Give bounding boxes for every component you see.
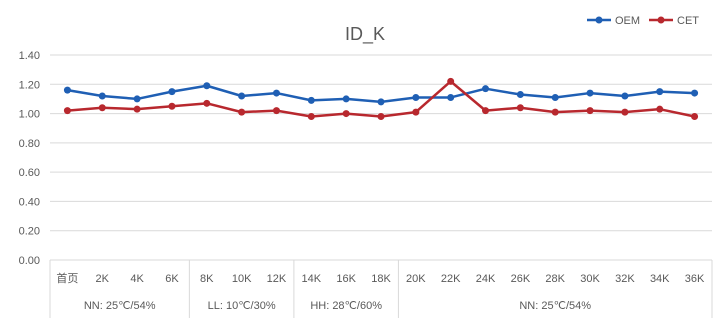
y-tick-label: 1.20 (19, 79, 40, 91)
series-cet (63, 77, 699, 120)
data-point (447, 77, 455, 85)
data-point (586, 89, 594, 97)
group-label: HH: 28℃/60% (310, 300, 382, 312)
data-point (551, 93, 559, 101)
data-point (203, 99, 211, 107)
x-tick-label: 16K (336, 273, 356, 285)
legend-label: OEM (615, 15, 640, 27)
x-tick-label: 6K (165, 273, 179, 285)
data-point (168, 102, 176, 110)
x-tick-label: 20K (406, 273, 426, 285)
data-point (516, 91, 524, 99)
data-point (656, 105, 664, 113)
data-point (621, 92, 629, 100)
data-point (238, 92, 246, 100)
data-point (551, 108, 559, 116)
y-tick-label: 1.40 (19, 50, 40, 62)
chart-title: ID_K (345, 24, 385, 45)
data-point (482, 85, 490, 93)
series-oem (63, 82, 699, 106)
data-point (621, 108, 629, 116)
data-point (412, 108, 420, 116)
data-point (656, 88, 664, 96)
data-point (516, 104, 524, 112)
data-point (272, 107, 280, 115)
data-point (691, 113, 699, 120)
data-point (63, 107, 71, 115)
data-point (412, 93, 420, 101)
x-tick-label: 32K (615, 273, 635, 285)
x-tick-label: 26K (511, 273, 531, 285)
data-point (447, 93, 455, 101)
legend-item: CET (649, 15, 699, 27)
series-lines (63, 77, 699, 120)
data-point (586, 107, 594, 115)
x-tick-label: 36K (685, 273, 705, 285)
legend-label: CET (677, 15, 699, 27)
x-tick-label: 24K (476, 273, 496, 285)
y-tick-label: 1.00 (19, 109, 40, 121)
data-point (98, 92, 106, 100)
data-point (342, 110, 350, 118)
legend: OEM CET (587, 15, 699, 27)
data-point (133, 95, 141, 103)
x-tick-label: 28K (545, 273, 565, 285)
data-point (63, 86, 71, 94)
y-tick-label: 0.20 (19, 226, 40, 238)
x-tick-label: 10K (232, 273, 252, 285)
x-axis-ticks: 首页 2K 4K 6K 8K 10K 12K 14K 16K 18K 20K 22K 24K 26K 28K… (56, 271, 705, 285)
category-groups: NN: 25℃/54% LL: 10℃/30% HH: 28℃/60% NN: 25℃… (84, 260, 591, 318)
x-tick-label: 30K (580, 273, 600, 285)
data-point (377, 98, 385, 106)
x-tick-label: 8K (200, 273, 214, 285)
data-point (342, 95, 350, 103)
x-tick-label: 2K (96, 273, 110, 285)
data-point (238, 108, 246, 116)
y-tick-label: 0.60 (19, 167, 40, 179)
data-point (168, 88, 176, 96)
data-point (377, 113, 385, 120)
group-label: LL: 10℃/30% (208, 300, 276, 312)
legend-marker (657, 16, 665, 24)
x-tick-label: 18K (371, 273, 391, 285)
data-point (203, 82, 211, 90)
group-label: NN: 25℃/54% (84, 300, 156, 312)
legend-marker (595, 16, 603, 24)
x-tick-label: 12K (267, 273, 287, 285)
data-point (307, 96, 315, 104)
data-point (482, 107, 490, 115)
group-label: NN: 25℃/54% (519, 300, 591, 312)
x-tick-label: 34K (650, 273, 670, 285)
x-tick-label: 14K (302, 273, 322, 285)
y-axis-ticks: 0.00 0.20 0.40 0.60 0.80 1.00 1.20 1.40 (19, 50, 40, 267)
data-point (691, 89, 699, 97)
x-tick-label: 首页 (56, 271, 78, 285)
y-tick-label: 0.40 (19, 196, 40, 208)
x-tick-label: 22K (441, 273, 461, 285)
data-point (133, 105, 141, 113)
y-tick-label: 0.00 (19, 255, 40, 267)
data-point (98, 104, 106, 112)
x-tick-label: 4K (130, 273, 144, 285)
y-tick-label: 0.80 (19, 138, 40, 150)
data-point (307, 113, 315, 120)
data-point (272, 89, 280, 97)
legend-item: OEM (587, 15, 640, 27)
